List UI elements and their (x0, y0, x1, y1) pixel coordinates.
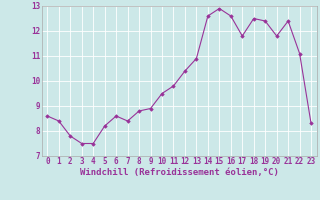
X-axis label: Windchill (Refroidissement éolien,°C): Windchill (Refroidissement éolien,°C) (80, 168, 279, 177)
